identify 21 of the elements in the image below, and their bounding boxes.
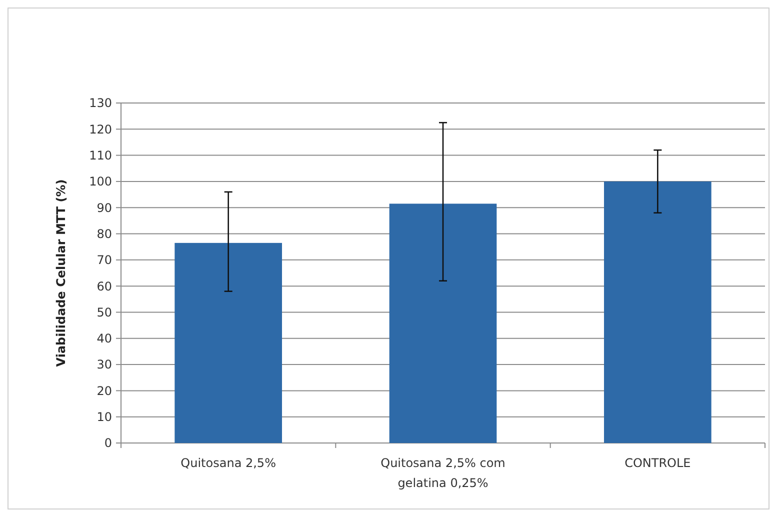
y-tick-label: 20: [96, 384, 112, 398]
y-tick-label: 110: [89, 148, 112, 163]
y-tick-label: 60: [96, 279, 112, 294]
x-tick-label: Quitosana 2,5% com gelatina 0,25%: [380, 456, 506, 490]
y-tick-label: 100: [89, 174, 112, 189]
bar: [174, 242, 282, 443]
bar: [389, 204, 497, 443]
y-tick-label: 0: [104, 436, 112, 450]
y-tick-label: 90: [96, 200, 112, 215]
y-tick-label: 10: [96, 410, 112, 424]
x-tick-label: Quitosana 2,5%: [180, 456, 276, 470]
y-tick-label: 130: [89, 96, 112, 110]
bar: [604, 181, 712, 443]
y-tick-label: 70: [96, 253, 112, 268]
x-tick-label: CONTROLE: [624, 456, 691, 470]
y-tick-label: 40: [96, 332, 112, 346]
y-tick-label: 120: [89, 122, 112, 136]
y-tick-label: 80: [96, 226, 112, 241]
y-tick-label: 30: [96, 358, 112, 372]
y-axis-title: Viabilidade Celular MTT (%): [54, 179, 68, 367]
y-tick-label: 50: [96, 305, 112, 320]
